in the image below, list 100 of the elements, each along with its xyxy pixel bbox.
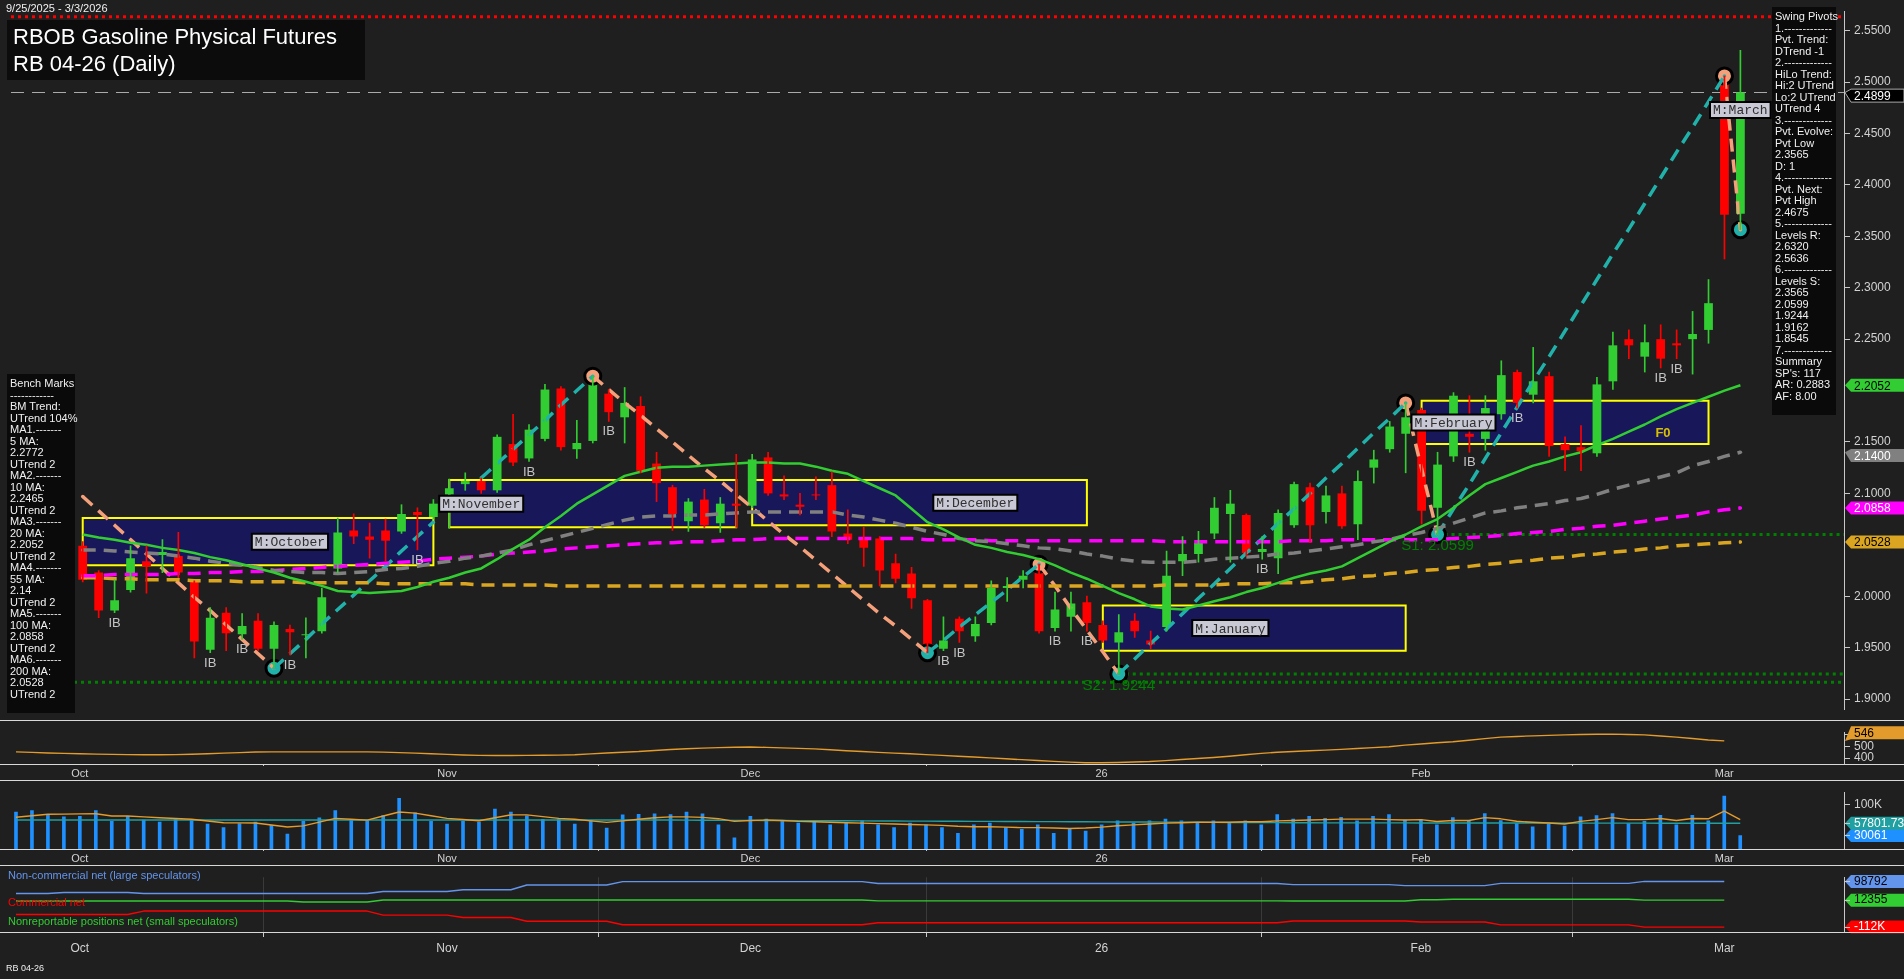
bar [892, 827, 896, 849]
bar [397, 798, 401, 849]
bar [109, 820, 114, 849]
bar [988, 822, 992, 849]
x-tick-label: Oct [70, 940, 90, 955]
bar [157, 821, 162, 849]
bar [1243, 820, 1248, 849]
y-tick-label: 2.1000 [1854, 485, 1892, 500]
x-tick-label: 26 [1094, 940, 1109, 955]
bar [93, 810, 98, 849]
text: RBOB Gasoline Physical Futures [13, 23, 339, 50]
y-tick-label: 2.3500 [1854, 228, 1892, 243]
y-tick-label: 2.4500 [1854, 125, 1892, 140]
bar [125, 816, 130, 849]
x-tick-label: Mar [1714, 766, 1735, 779]
bar [461, 820, 465, 849]
text: IB [204, 654, 217, 670]
x-tick-label: Dec [740, 851, 761, 864]
text: IB [1511, 410, 1524, 426]
x-tick-label: Feb [1411, 851, 1431, 864]
bar [78, 816, 82, 849]
bar [796, 822, 801, 849]
annotation: F0 [1655, 424, 1671, 440]
bar [1067, 829, 1072, 849]
x-tick-label: 26 [1095, 766, 1108, 779]
text: RB 04-26 [6, 963, 45, 973]
bar [1387, 814, 1391, 849]
bar [780, 820, 785, 849]
text: RB 04-26 (Daily) [13, 50, 177, 77]
bar [556, 818, 561, 849]
band-label: M:January [1195, 621, 1266, 637]
y-tick-label: 57801.73 [1854, 815, 1904, 830]
y-tick-label: 2.2500 [1854, 331, 1892, 346]
x-tick-label: Feb [1411, 766, 1431, 779]
x-tick-label: Dec [739, 940, 762, 955]
bar [572, 823, 577, 849]
bar [812, 820, 817, 849]
bar [940, 827, 944, 849]
text: 2.0858 [1854, 501, 1891, 516]
text: 546 [1854, 726, 1875, 741]
text: IB [953, 644, 966, 660]
bar [477, 821, 481, 849]
band-label: M:October [254, 535, 326, 551]
x-tick-label: Mar [1713, 940, 1735, 955]
ref-line-label: 2.4899 [1854, 88, 1892, 103]
candlestick [349, 513, 359, 545]
y-tick-label: 2.4000 [1854, 177, 1892, 192]
y-tick-label: 1.9500 [1854, 639, 1892, 654]
bar [46, 813, 50, 849]
bar [493, 808, 497, 849]
bar [1259, 824, 1264, 849]
bar [1019, 829, 1024, 849]
annotation: M:November [442, 497, 521, 513]
y-tick-label: 2.5000 [1854, 74, 1892, 89]
annotation: 2.2052 [10, 538, 44, 550]
annotation: M:March [1713, 103, 1768, 119]
text: IB [1670, 360, 1683, 376]
text: IB [1048, 633, 1062, 649]
x-tick-label: Mar [1714, 851, 1735, 864]
y-tick-label: 500 [1854, 738, 1875, 753]
x-tick-label: Nov [437, 766, 458, 779]
bar [1004, 827, 1008, 849]
bar [429, 820, 433, 849]
bar [14, 811, 18, 849]
y-tick-label: 400 [1854, 750, 1875, 765]
annotation: 9/25/2025 - 3/3/2026 [6, 2, 108, 14]
text: IB [1654, 370, 1667, 386]
annotation: M:December [936, 496, 1015, 512]
y-tick-label: 2.1500 [1854, 434, 1892, 449]
y-tick-label: 30061 [1854, 827, 1888, 842]
text: 2.1400 [1854, 448, 1892, 463]
y-tick-label: 2.5500 [1854, 23, 1892, 38]
bar [1291, 818, 1296, 849]
bar [924, 824, 928, 849]
bar [1738, 835, 1743, 849]
bar [62, 816, 66, 849]
text: IB [1463, 454, 1476, 470]
bar [445, 823, 449, 849]
bar [876, 824, 880, 849]
text: IB [1256, 561, 1269, 577]
bar [844, 822, 848, 849]
bar [413, 812, 417, 849]
annotation: 2.0528 [10, 676, 44, 688]
y-tick-label: 100K [1854, 796, 1883, 811]
bar [1051, 833, 1056, 849]
y-tick-label: 98792 [1854, 873, 1888, 888]
bar [1435, 824, 1439, 849]
x-tick-label: Nov [436, 940, 458, 955]
bar [1451, 817, 1455, 849]
y-tick-label: -112K [1854, 919, 1886, 934]
bar [541, 818, 545, 849]
bar [365, 820, 370, 849]
x-tick-label: 26 [1095, 851, 1108, 864]
series-label: Non-commercial net (large speculators) [8, 869, 201, 882]
bar [1323, 817, 1327, 849]
bar [1482, 813, 1487, 849]
bar [1722, 795, 1727, 849]
bar [30, 810, 34, 849]
text: IB [522, 463, 536, 479]
text: IB [937, 652, 950, 668]
